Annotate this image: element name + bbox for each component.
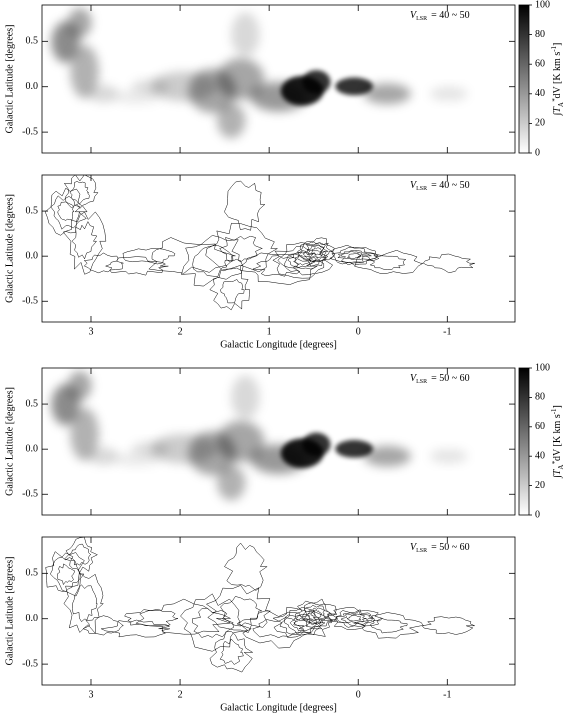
colorbar	[518, 4, 530, 154]
velocity-annotation: VLSR = 40 ~ 50	[410, 180, 470, 192]
colorbar-tick-label: 20	[535, 480, 545, 491]
plot-frame	[41, 4, 516, 154]
colorbar-tick-label: 0	[535, 509, 540, 520]
y-tick-label: 0.0	[26, 613, 39, 624]
x-tick-label: 2	[178, 689, 183, 700]
y-tick-label: -0.5	[22, 126, 38, 137]
y-tick-label: 0.5	[26, 205, 39, 216]
intensity-map	[51, 370, 468, 501]
velocity-annotation: VLSR = 40 ~ 50	[410, 10, 470, 22]
colorbar-tick-label: 40	[535, 88, 545, 99]
intensity-map	[51, 7, 468, 139]
colorbar	[518, 367, 530, 516]
x-tick-label: 0	[356, 689, 361, 700]
colorbar-tick-label: 40	[535, 450, 545, 461]
x-tick-label: -1	[443, 326, 451, 337]
x-axis-label: Galactic Longitude [degrees]	[220, 339, 337, 350]
y-tick-label: 0.0	[26, 81, 39, 92]
colorbar-tick-label: 100	[535, 362, 550, 373]
panel: 0.5 0.0 -0.5 Galactic Latitude [degrees] VLS…	[4, 0, 564, 158]
velocity-annotation: VLSR = 50 ~ 60	[410, 542, 470, 554]
y-axis-label: Galactic Latitude [degrees]	[4, 557, 15, 666]
x-axis-label: Galactic Longitude [degrees]	[220, 702, 337, 713]
panel: 0.5 0.0 -0.5 Galactic Latitude [degrees] VLS…	[4, 362, 564, 520]
x-tick-label: 3	[88, 689, 93, 700]
x-tick-label: -1	[443, 689, 451, 700]
x-tick-label: 1	[267, 326, 272, 337]
y-axis-label: Galactic Latitude [degrees]	[4, 387, 15, 496]
y-tick-label: 0.0	[26, 443, 39, 454]
y-tick-label: 0.0	[26, 250, 39, 261]
y-tick-label: 0.5	[26, 36, 39, 47]
colorbar-tick-label: 60	[535, 58, 545, 69]
y-tick-label: -0.5	[22, 489, 38, 500]
colorbar-tick-label: 0	[535, 147, 540, 158]
y-axis-label: Galactic Latitude [degrees]	[4, 194, 15, 303]
y-tick-label: 0.5	[26, 398, 39, 409]
colorbar-tick-label: 20	[535, 118, 545, 129]
x-tick-label: 3	[88, 326, 93, 337]
colorbar-tick-label: 100	[535, 0, 550, 10]
colorbar-label: ∫TA*dV [K km s-1]	[550, 405, 565, 479]
colorbar-tick-label: 60	[535, 421, 545, 432]
contour-map	[44, 175, 475, 311]
x-tick-label: 1	[267, 689, 272, 700]
colorbar-tick-label: 80	[535, 392, 545, 403]
velocity-annotation: VLSR = 50 ~ 60	[410, 373, 470, 385]
contour-map	[45, 537, 475, 673]
colorbar-label: ∫TA*dV [K km s-1]	[550, 43, 565, 117]
plot-frame	[41, 536, 516, 686]
x-tick-label: 2	[178, 326, 183, 337]
y-tick-label: -0.5	[22, 658, 38, 669]
panel: 3 2 1 0 -1 0.5 0.0 -0.5 Galactic Latitude [degre…	[4, 174, 516, 350]
plot-frame	[41, 174, 516, 323]
y-tick-label: -0.5	[22, 296, 38, 307]
colorbar-tick-label: 80	[535, 29, 545, 40]
y-axis-label: Galactic Latitude [degrees]	[4, 25, 15, 134]
x-tick-label: 0	[356, 326, 361, 337]
y-tick-label: 0.5	[26, 568, 39, 579]
panel: 3 2 1 0 -1 0.5 0.0 -0.5 Galactic Latitude [degre…	[4, 536, 516, 713]
plot-frame	[41, 367, 516, 516]
